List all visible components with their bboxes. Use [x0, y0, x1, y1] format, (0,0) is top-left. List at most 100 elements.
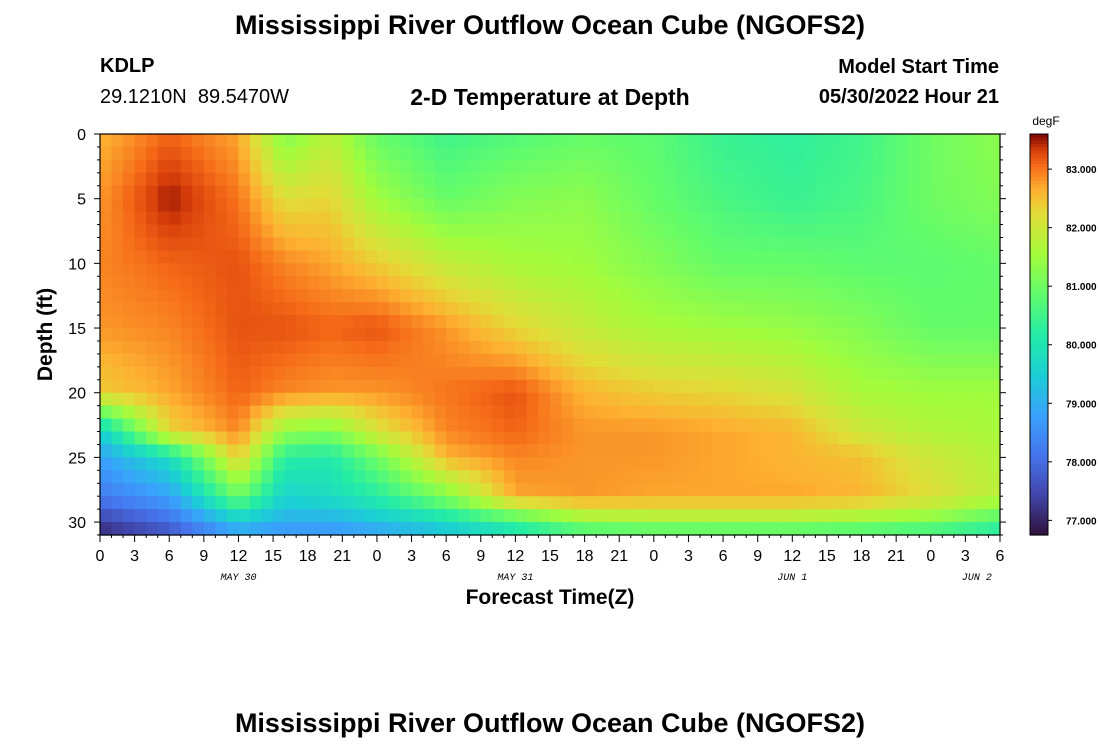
- heatmap-cell: [723, 444, 736, 458]
- heatmap-cell: [319, 522, 332, 536]
- heatmap-cell: [203, 134, 216, 148]
- heatmap-cell: [792, 185, 805, 200]
- heatmap-cell: [723, 146, 736, 161]
- heatmap-cell: [803, 470, 816, 484]
- heatmap-cell: [965, 379, 978, 394]
- heatmap-cell: [607, 509, 620, 523]
- heatmap-cell: [203, 263, 216, 277]
- heatmap-cell: [757, 509, 770, 523]
- heatmap-cell: [480, 457, 493, 471]
- heatmap-cell: [965, 353, 978, 368]
- heatmap-cell: [250, 302, 263, 316]
- heatmap-cell: [907, 185, 920, 200]
- heatmap-cell: [884, 250, 897, 264]
- heatmap-cell: [676, 159, 690, 174]
- heatmap-cell: [838, 328, 851, 342]
- heatmap-cell: [203, 302, 216, 316]
- heatmap-cell: [584, 302, 597, 316]
- heatmap-cell: [803, 457, 816, 471]
- heatmap-cell: [792, 496, 805, 510]
- heatmap-cell: [988, 483, 1001, 497]
- heatmap-cell: [434, 392, 447, 407]
- heatmap-cell: [192, 198, 205, 213]
- heatmap-cell: [134, 263, 147, 277]
- heatmap-cell: [376, 276, 390, 290]
- heatmap-cell: [169, 522, 182, 536]
- colorbar-segment: [1030, 354, 1048, 359]
- heatmap-cell: [884, 134, 897, 148]
- colorbar-segment: [1030, 324, 1048, 329]
- colorbar-segment: [1030, 434, 1048, 439]
- heatmap-cell: [469, 379, 482, 394]
- heatmap-cell: [630, 379, 643, 394]
- heatmap-cell: [688, 470, 701, 484]
- heatmap-cell: [850, 237, 863, 252]
- heatmap-cell: [584, 134, 597, 148]
- heatmap-cell: [526, 522, 540, 536]
- heatmap-cell: [734, 276, 747, 290]
- heatmap-cell: [411, 315, 424, 329]
- heatmap-cell: [619, 159, 632, 174]
- heatmap-cell: [250, 211, 263, 226]
- heatmap-cell: [976, 340, 990, 355]
- heatmap-cell: [665, 405, 678, 420]
- heatmap-cell: [596, 379, 609, 394]
- heatmap-cell: [919, 289, 932, 303]
- heatmap-cell: [353, 418, 366, 433]
- heatmap-cell: [942, 457, 955, 471]
- heatmap-cell: [169, 237, 182, 252]
- y-tick-label: 10: [68, 256, 86, 273]
- heatmap-cell: [919, 302, 932, 316]
- heatmap-cell: [503, 405, 516, 420]
- heatmap-cell: [688, 509, 701, 523]
- heatmap-cell: [365, 185, 378, 200]
- heatmap-cell: [746, 328, 759, 342]
- heatmap-cell: [630, 237, 643, 252]
- heatmap-cell: [550, 289, 563, 303]
- heatmap-cell: [896, 263, 909, 277]
- heatmap-cell: [884, 224, 897, 239]
- heatmap-cell: [850, 431, 863, 446]
- heatmap-cell: [723, 172, 736, 187]
- heatmap-cell: [238, 172, 251, 187]
- heatmap-cell: [907, 276, 920, 290]
- heatmap-cell: [757, 470, 770, 484]
- heatmap-cell: [619, 237, 632, 252]
- heatmap-cell: [192, 379, 205, 394]
- heatmap-cell: [723, 483, 736, 497]
- heatmap-cell: [676, 457, 690, 471]
- heatmap-cell: [838, 276, 851, 290]
- heatmap-cell: [769, 250, 782, 264]
- heatmap-cell: [550, 146, 563, 161]
- heatmap-cell: [434, 289, 447, 303]
- heatmap-cell: [226, 134, 240, 148]
- heatmap-cell: [192, 392, 205, 407]
- heatmap-cell: [503, 353, 516, 368]
- heatmap-cell: [526, 431, 540, 446]
- colorbar-segment: [1030, 294, 1048, 299]
- heatmap-cell: [850, 353, 863, 368]
- colorbar-segment: [1030, 164, 1048, 169]
- heatmap-cell: [353, 496, 366, 510]
- heatmap-cell: [688, 328, 701, 342]
- heatmap-cell: [192, 172, 205, 187]
- heatmap-cell: [376, 315, 390, 329]
- heatmap-cell: [803, 276, 816, 290]
- x-tick-label: 6: [996, 548, 1005, 565]
- heatmap-cell: [238, 237, 251, 252]
- heatmap-cell: [446, 211, 459, 226]
- heatmap-cell: [976, 496, 990, 510]
- colorbar-segment: [1030, 137, 1048, 142]
- heatmap-cell: [734, 263, 747, 277]
- heatmap-cell: [965, 315, 978, 329]
- heatmap-cell: [607, 211, 620, 226]
- heatmap-cell: [561, 522, 574, 536]
- heatmap-cell: [169, 496, 182, 510]
- heatmap-cell: [757, 134, 770, 148]
- heatmap-cell: [307, 328, 320, 342]
- heatmap-cell: [423, 302, 436, 316]
- heatmap-cell: [180, 185, 193, 200]
- heatmap-cell: [942, 405, 955, 420]
- heatmap-cell: [930, 509, 943, 523]
- heatmap-cell: [700, 146, 713, 161]
